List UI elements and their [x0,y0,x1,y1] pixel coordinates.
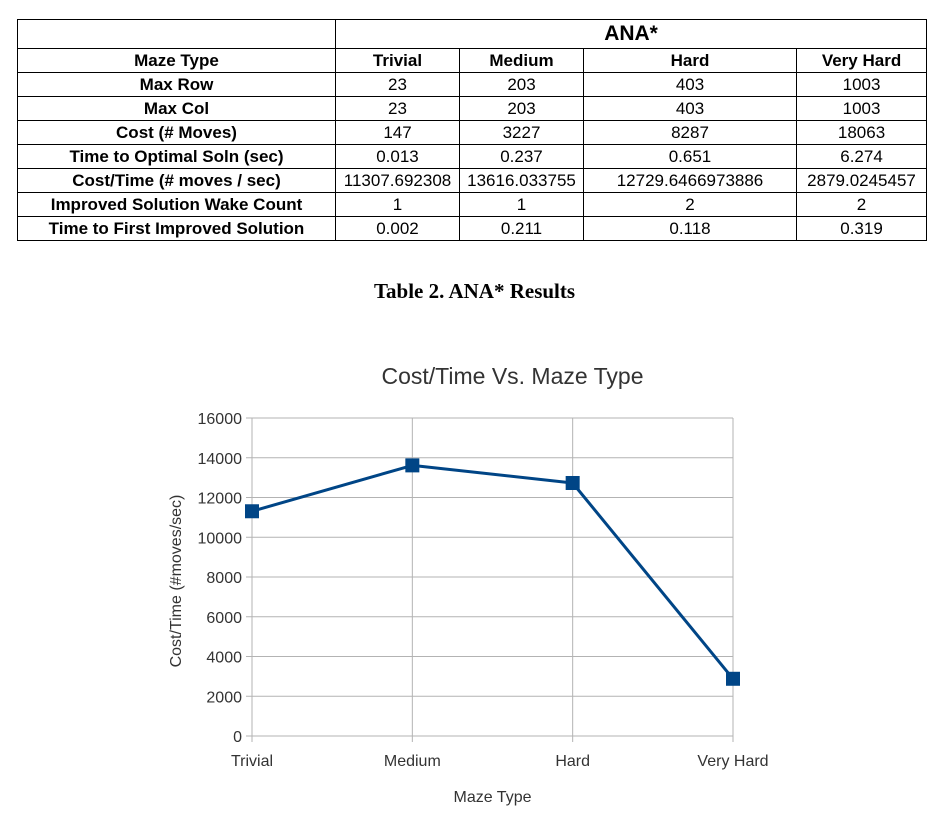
table-row-label: Time to Optimal Soln (sec) [17,144,336,169]
table-cell: 0.319 [795,216,928,241]
table-cell: 1 [335,192,460,217]
series-line [251,463,735,680]
table-row: Max Row 23 203 403 1003 [17,72,928,97]
table-group-label: ANA* [334,19,928,49]
y-tick-label: 8000 [206,570,242,587]
table-cell: 18063 [795,120,928,145]
table-cell: 23 [335,72,460,97]
table-row-label: Max Row [17,72,336,97]
y-tick-label: 10000 [198,530,243,547]
table-column-header: Very Hard [795,48,928,73]
data-point-marker [245,504,259,519]
data-point-marker [405,458,420,473]
table-row: Time to Optimal Soln (sec) 0.013 0.237 0.65… [17,144,928,169]
table-corner-cell [17,19,336,49]
table-row-label: Max Col [17,96,336,121]
table-row: Improved Solution Wake Count 1 1 2 2 [17,192,928,217]
x-tick-label: Medium [384,753,441,770]
table-cell: 147 [335,120,460,145]
table-cell: 0.002 [335,216,460,241]
y-axis-title: Cost/Time (#moves/sec) [168,495,185,668]
table-cell: 403 [583,72,797,97]
table-cell: 0.118 [583,216,797,241]
table-cell: 403 [583,96,797,121]
table-row: Time to First Improved Solution 0.002 0.21… [17,216,928,241]
table-cell: 11307.692308 [335,168,460,193]
chart-title: Cost/Time Vs. Maze Type [381,363,643,389]
line-chart: Cost/Time Vs. Maze Type 0 2000 4000 6000 8000… [168,363,769,806]
table-header-row: Maze Type Trivial Medium Hard Very Hard [17,48,928,73]
table-cell: 1003 [795,72,928,97]
table-column-header: Trivial [335,48,460,73]
table-cell: 0.013 [335,144,460,169]
table-cell: 6.274 [795,144,928,169]
table-cell: 12729.6466973886 [583,168,797,193]
table-row-label: Cost (# Moves) [17,120,336,145]
table-cell: 1 [459,192,584,217]
table-column-header: Hard [583,48,797,73]
x-tick-label: Hard [555,753,590,770]
table-cell: 2 [583,192,797,217]
table-row: Cost/Time (# moves / sec) 11307.692308 136… [17,168,928,193]
y-tick-label: 12000 [198,491,243,508]
table-cell: 13616.033755 [459,168,584,193]
table-cell: 0.211 [459,216,584,241]
data-point-marker [565,475,580,490]
table-header-label: Maze Type [17,48,336,73]
table-cell: 2 [795,192,928,217]
table-row: Max Col 23 203 403 1003 [17,96,928,121]
table-row: Cost (# Moves) 147 3227 8287 18063 [17,120,928,145]
table-group-header-row: ANA* [17,19,928,49]
y-tick-label: 6000 [206,610,242,627]
table-cell: 8287 [583,120,797,145]
y-tick-label: 2000 [206,689,242,706]
table-row-label: Cost/Time (# moves / sec) [17,168,336,193]
table-cell: 1003 [795,96,928,121]
x-tick-label: Trivial [231,753,273,770]
table-cell: 23 [335,96,460,121]
y-tick-label: 0 [233,729,242,746]
y-tick-label: 16000 [198,411,243,428]
y-tick-label: 14000 [198,451,243,468]
table-cell: 203 [459,72,584,97]
x-tick-label: Very Hard [697,753,768,770]
table-cell: 2879.0245457 [795,168,928,193]
y-tick-label: 4000 [206,650,242,667]
table-cell: 3227 [459,120,584,145]
table-cell: 0.651 [583,144,797,169]
table-row-label: Time to First Improved Solution [17,216,336,241]
data-point-marker [726,671,740,686]
table-cell: 0.237 [459,144,584,169]
table-caption: Table 2. ANA* Results [373,279,576,303]
results-table: ANA* Maze Type Trivial Medium Hard Very Hard M… [17,19,928,241]
x-axis-title: Maze Type [454,789,532,806]
table-cell: 203 [459,96,584,121]
table-row-label: Improved Solution Wake Count [17,192,336,217]
table-column-header: Medium [459,48,584,73]
